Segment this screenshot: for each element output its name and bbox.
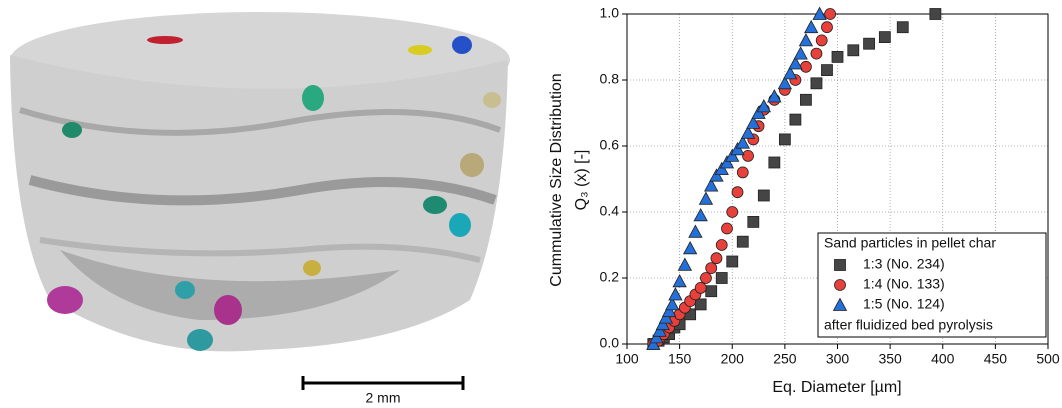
legend-marker (835, 280, 846, 291)
y-tick-label: 0.4 (600, 203, 620, 219)
x-axis-label: Eq. Diameter [µm] (772, 379, 901, 396)
data-point (864, 38, 875, 49)
data-point (727, 207, 738, 218)
data-point (897, 22, 908, 33)
legend-label: 1:3 (No. 234) (863, 256, 945, 272)
data-point (794, 47, 807, 59)
x-tick-label: 350 (878, 351, 902, 367)
data-point (699, 192, 712, 204)
particle (423, 196, 447, 214)
y-tick-label: 0.0 (600, 335, 620, 351)
data-point (716, 240, 727, 251)
particle (302, 85, 324, 111)
data-point (706, 263, 717, 274)
legend-footer: after fluidized bed pyrolysis (824, 317, 993, 333)
data-point (694, 209, 707, 221)
figure: 2 mm Cummulative Size Distribution Q₃ (x… (0, 0, 1062, 408)
particle (460, 153, 484, 177)
data-point (684, 242, 697, 254)
x-tick-label: 200 (721, 351, 745, 367)
particle (449, 213, 471, 237)
particle (47, 286, 83, 314)
data-point (800, 94, 811, 105)
data-point (695, 282, 706, 293)
x-tick-label: 100 (615, 351, 639, 367)
data-point (779, 134, 790, 145)
particle (175, 281, 195, 299)
data-point (799, 34, 812, 46)
data-point (758, 190, 769, 201)
data-point (669, 288, 682, 300)
data-point (769, 157, 780, 168)
data-point (790, 114, 801, 125)
data-point (768, 90, 781, 102)
data-point (848, 45, 859, 56)
data-point (737, 236, 748, 247)
y-axis-label: Q₃ (x) [-] (573, 150, 590, 211)
data-point (673, 275, 686, 287)
data-point (879, 32, 890, 43)
particle (303, 260, 321, 276)
data-point (748, 216, 759, 227)
data-point (811, 48, 822, 59)
y-tick-label: 1.0 (600, 5, 620, 21)
data-point (721, 223, 732, 234)
particle (187, 329, 213, 351)
data-point (930, 9, 941, 20)
particle (147, 36, 183, 44)
data-point (821, 22, 832, 33)
data-point (800, 61, 811, 72)
data-point (711, 253, 722, 264)
data-point (816, 35, 827, 46)
data-point (832, 51, 843, 62)
legend-marker (835, 260, 846, 271)
legend-label: 1:4 (No. 133) (863, 276, 945, 292)
data-point (727, 256, 738, 267)
data-point (825, 9, 836, 20)
rendering (10, 12, 510, 351)
scale-bar-label: 2 mm (366, 390, 401, 406)
particle (408, 45, 432, 55)
data-point (732, 187, 743, 198)
data-point (737, 167, 748, 178)
data-point (805, 21, 818, 33)
x-tick-label: 300 (826, 351, 850, 367)
particle (483, 92, 501, 108)
y-tick-label: 0.2 (600, 269, 620, 285)
x-tick-label: 400 (931, 351, 955, 367)
particle (214, 295, 242, 325)
y-tick-label: 0.8 (600, 71, 620, 87)
x-tick-label: 450 (984, 351, 1008, 367)
data-point (743, 150, 754, 161)
data-point (821, 65, 832, 76)
particle (62, 122, 82, 138)
data-point (716, 273, 727, 284)
x-tick-label: 250 (773, 351, 797, 367)
data-point (678, 258, 691, 270)
particle (452, 36, 472, 54)
x-tick-label: 150 (668, 351, 692, 367)
data-point (706, 286, 717, 297)
y-axis-label: Cummulative Size Distribution (548, 73, 565, 286)
data-point (689, 225, 702, 237)
legend-title: Sand particles in pellet char (824, 235, 996, 251)
data-point (695, 299, 706, 310)
x-tick-label: 500 (1036, 351, 1060, 367)
data-point (700, 273, 711, 284)
data-point (811, 78, 822, 89)
y-tick-label: 0.6 (600, 137, 620, 153)
legend-label: 1:5 (No. 124) (863, 296, 945, 312)
